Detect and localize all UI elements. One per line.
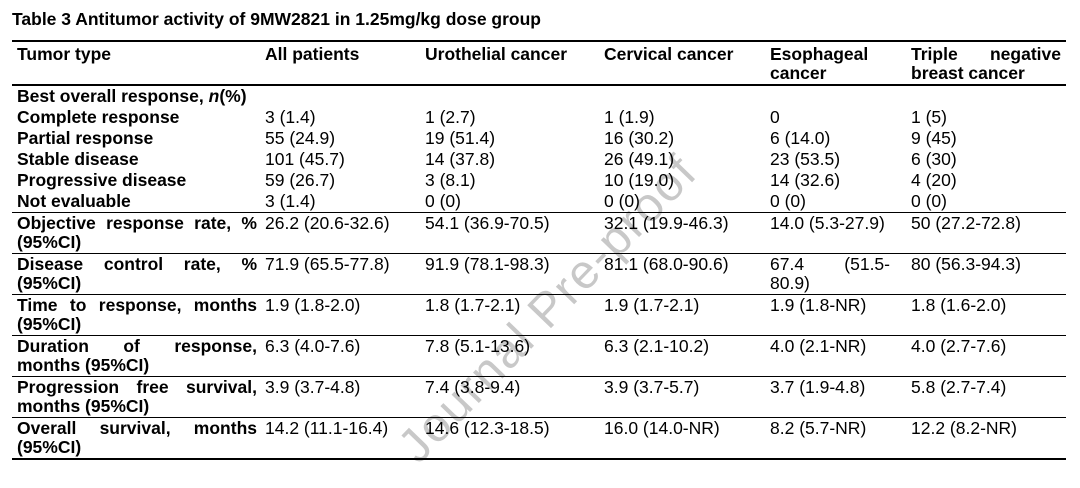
column-header-tnbc: Triple negative breast cancer	[911, 41, 1066, 86]
cell-value: 16.0 (14.0-NR)	[604, 417, 770, 460]
cell-value: 67.4 (51.5-80.9)	[770, 253, 911, 295]
table-row: Progression free survival, months (95%CI…	[12, 376, 1066, 418]
cell-value: 32.1 (19.9-46.3)	[604, 212, 770, 254]
cell-value: 5.8 (2.7-7.4)	[911, 376, 1066, 418]
row-label: Disease control rate, % (95%CI)	[12, 253, 265, 295]
cell-value: 1.8 (1.6-2.0)	[911, 294, 1066, 336]
cell-value	[604, 85, 770, 107]
cell-value: 7.8 (5.1-13.6)	[425, 335, 604, 377]
cell-value: 0 (0)	[770, 191, 911, 213]
cell-value: 0 (0)	[425, 191, 604, 213]
cell-value: 26 (49.1)	[604, 149, 675, 169]
column-header-esophageal-cancer: Esophageal cancer	[770, 41, 911, 86]
row-label: Progressive disease	[17, 170, 187, 190]
table-body: Best overall response, n(%) Complete resp…	[12, 85, 1066, 460]
cell-value: 3.9 (3.7-4.8)	[265, 376, 425, 418]
table-row: Progressive disease 59 (26.7) 3 (8.1) 10 (1…	[12, 170, 1066, 191]
cell-value: 0	[770, 107, 780, 127]
cell-value: 3.7 (1.9-4.8)	[770, 376, 911, 418]
column-header-cervical-cancer: Cervical cancer	[604, 41, 770, 86]
antitumor-activity-table: Tumor type All patients Urothelial cance…	[12, 40, 1066, 460]
column-header-all-patients: All patients	[265, 41, 425, 86]
cell-value	[911, 85, 1066, 107]
cell-value: 4.0 (2.7-7.6)	[911, 335, 1066, 377]
cell-value: 3 (1.4)	[265, 191, 425, 213]
cell-value: 71.9 (65.5-77.8)	[265, 253, 425, 295]
cell-value: 1.9 (1.7-2.1)	[604, 294, 770, 336]
cell-value: 81.1 (68.0-90.6)	[604, 253, 770, 295]
cell-value: 101 (45.7)	[265, 149, 345, 169]
cell-value: 26.2 (20.6-32.6)	[265, 212, 425, 254]
cell-value: 6.3 (2.1-10.2)	[604, 335, 770, 377]
row-label: Overall survival, months (95%CI)	[12, 417, 265, 460]
cell-value: 91.9 (78.1-98.3)	[425, 253, 604, 295]
cell-value: 19 (51.4)	[425, 128, 496, 148]
cell-value: 1 (2.7)	[425, 107, 476, 127]
cell-value: 16 (30.2)	[604, 128, 675, 148]
cell-value: 1.9 (1.8-NR)	[770, 294, 911, 336]
row-label: Time to response, months (95%CI)	[12, 294, 265, 336]
table-row: Time to response, months (95%CI) 1.9 (1.8…	[12, 294, 1066, 336]
cell-value: 1.8 (1.7-2.1)	[425, 294, 604, 336]
cell-value	[425, 85, 604, 107]
cell-value: 14 (37.8)	[425, 149, 496, 169]
row-label: Progression free survival, months (95%CI…	[12, 376, 265, 418]
cell-value: 55 (24.9)	[265, 128, 336, 148]
cell-value: 3 (8.1)	[425, 170, 476, 190]
cell-value: 1 (1.9)	[604, 107, 655, 127]
cell-value: 6.3 (4.0-7.6)	[265, 335, 425, 377]
row-label: Partial response	[17, 128, 154, 148]
cell-value: 6 (30)	[911, 149, 957, 169]
row-label: Best overall response, n(%)	[17, 86, 247, 106]
cell-value: 12.2 (8.2-NR)	[911, 417, 1066, 460]
table-row: Partial response 55 (24.9) 19 (51.4) 16 (30…	[12, 128, 1066, 149]
row-label: Duration of response, months (95%CI)	[12, 335, 265, 377]
table-row: Stable disease 101 (45.7) 14 (37.8) 26 (49.…	[12, 149, 1066, 170]
table-row: Complete response 3 (1.4) 1 (2.7) 1 (1.9) 0 1…	[12, 107, 1066, 128]
cell-value: 0 (0)	[604, 191, 770, 213]
column-header-tumor-type: Tumor type	[12, 41, 265, 86]
cell-value: 9 (45)	[911, 128, 957, 148]
cell-value: 50 (27.2-72.8)	[911, 212, 1066, 254]
cell-value: 14.6 (12.3-18.5)	[425, 417, 604, 460]
header-row: Tumor type All patients Urothelial cance…	[12, 41, 1066, 86]
table-row: Objective response rate, % (95%CI) 26.2 (…	[12, 212, 1066, 254]
cell-value: 3 (1.4)	[265, 107, 316, 127]
cell-value: 4 (20)	[911, 170, 957, 190]
cell-value: 10 (19.0)	[604, 170, 675, 190]
row-label: Complete response	[17, 107, 180, 127]
row-label: Stable disease	[17, 149, 139, 169]
cell-value	[770, 85, 911, 107]
cell-value: 59 (26.7)	[265, 170, 336, 190]
row-label: Not evaluable	[12, 191, 265, 213]
cell-value: 3.9 (3.7-5.7)	[604, 376, 770, 418]
cell-value: 54.1 (36.9-70.5)	[425, 212, 604, 254]
cell-value: 1.9 (1.8-2.0)	[265, 294, 425, 336]
table-row: Duration of response, months (95%CI) 6.3 …	[12, 335, 1066, 377]
cell-value: 0 (0)	[911, 191, 1066, 213]
cell-value: 14.0 (5.3-27.9)	[770, 212, 911, 254]
table-row: Disease control rate, % (95%CI) 71.9 (65.…	[12, 253, 1066, 295]
table-caption: Table 3 Antitumor activity of 9MW2821 in…	[12, 9, 541, 29]
cell-value: 7.4 (3.8-9.4)	[425, 376, 604, 418]
cell-value: 4.0 (2.1-NR)	[770, 335, 911, 377]
table-row: Overall survival, months (95%CI) 14.2 (11…	[12, 417, 1066, 460]
cell-value: 1 (5)	[911, 107, 947, 127]
table-row: Not evaluable 3 (1.4) 0 (0) 0 (0) 0 (0) 0 (0)	[12, 191, 1066, 213]
cell-value: 6 (14.0)	[770, 128, 831, 148]
row-label: Objective response rate, % (95%CI)	[12, 212, 265, 254]
cell-value: 14 (32.6)	[770, 170, 841, 190]
cell-value: 80 (56.3-94.3)	[911, 253, 1066, 295]
cell-value: 23 (53.5)	[770, 149, 841, 169]
table-row: Best overall response, n(%)	[12, 85, 1066, 107]
cell-value	[265, 85, 425, 107]
column-header-urothelial-cancer: Urothelial cancer	[425, 41, 604, 86]
cell-value: 14.2 (11.1-16.4)	[265, 417, 425, 460]
cell-value: 8.2 (5.7-NR)	[770, 417, 911, 460]
page-content: Table 3 Antitumor activity of 9MW2821 in…	[0, 9, 1080, 460]
